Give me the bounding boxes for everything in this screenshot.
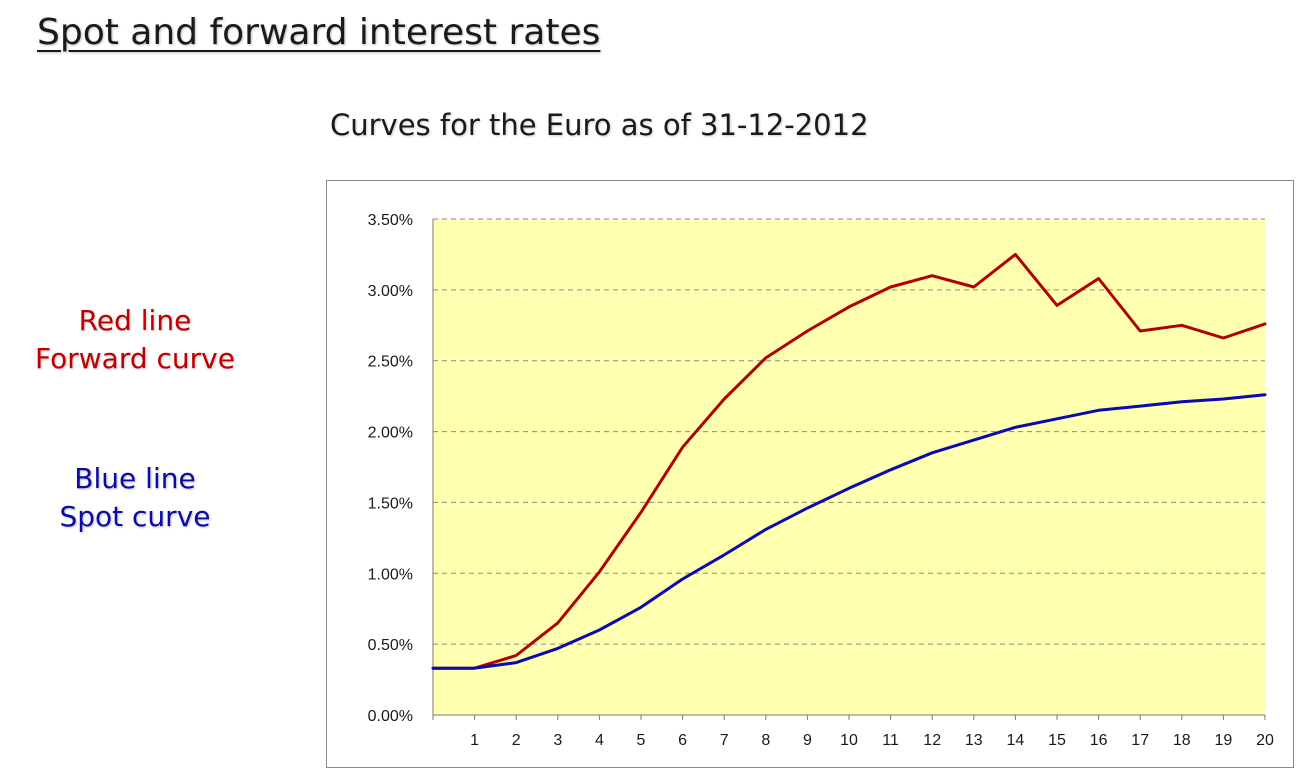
line-chart: 0.00% 0.50% 1.00% 1.50% 2.00% 2.50% 3.00% 3.50%… [368,212,1274,749]
forward-legend-line1: Red line [78,304,192,337]
y-tick-label: 2.00% [368,425,413,442]
x-tick-label: 8 [761,732,770,749]
x-tick-label: 6 [678,732,687,749]
y-tick-label: 1.00% [368,566,413,583]
x-tick-label: 7 [720,732,729,749]
forward-curve-line [431,252,1267,670]
x-tick-label: 15 [1048,732,1066,749]
x-tick-label: 11 [882,732,899,749]
x-tick-label: 9 [803,732,812,749]
plot-area [433,219,1265,715]
x-tick-label: 12 [923,732,941,749]
chart-subtitle: Curves for the Euro as of 31-12-2012 [330,108,869,142]
x-tick-label: 13 [965,732,983,749]
x-tick-label: 4 [595,732,604,749]
x-tick-label: 3 [553,732,562,749]
x-tick-label: 14 [1007,732,1025,749]
x-tick-label: 18 [1173,732,1191,749]
x-tick-label: 5 [637,732,646,749]
spot-curve-legend: Blue line Spot curve [5,460,265,536]
spot-curve-line [431,393,1267,670]
x-tick-label: 1 [470,732,479,749]
forward-legend-line2: Forward curve [35,342,235,375]
y-tick-label: 0.00% [368,708,413,725]
y-tick-label: 0.50% [368,637,413,654]
x-tick-label: 19 [1215,732,1233,749]
y-tick-label: 2.50% [368,354,413,371]
y-tick-label: 3.50% [368,212,413,229]
x-tick-label: 16 [1090,732,1108,749]
slide-title: Spot and forward interest rates [37,12,601,53]
forward-curve-legend: Red line Forward curve [5,302,265,378]
y-tick-label: 3.00% [368,283,413,300]
chart-frame: 0.00% 0.50% 1.00% 1.50% 2.00% 2.50% 3.00% 3.50%… [326,180,1294,768]
spot-legend-line1: Blue line [74,462,196,495]
y-tick-label: 1.50% [368,495,413,512]
x-tick-label: 2 [512,732,521,749]
x-tick-label: 20 [1256,732,1274,749]
x-tick-label: 10 [840,732,858,749]
x-tick-label: 17 [1131,732,1149,749]
spot-legend-line2: Spot curve [59,500,211,533]
